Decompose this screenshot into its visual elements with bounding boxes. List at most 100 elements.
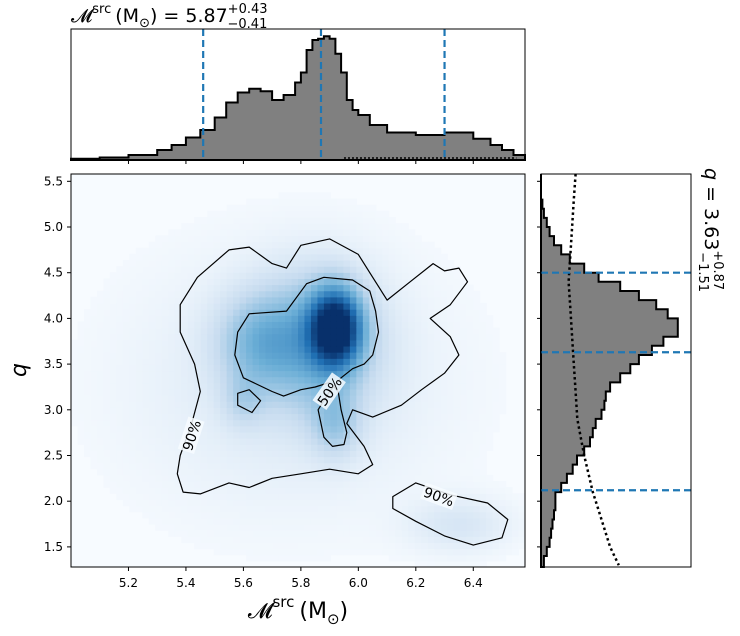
heatmap-cell bbox=[473, 339, 481, 347]
heatmap-cell bbox=[434, 468, 442, 476]
heatmap-cell bbox=[207, 413, 215, 421]
heatmap-cell bbox=[362, 339, 370, 347]
heatmap-cell bbox=[401, 407, 409, 415]
heatmap-cell bbox=[473, 376, 481, 384]
heatmap-cell bbox=[200, 481, 208, 488]
heatmap-cell bbox=[486, 345, 494, 353]
heatmap-cell bbox=[421, 315, 429, 322]
heatmap-cell bbox=[291, 229, 299, 237]
heatmap-cell bbox=[492, 407, 500, 415]
heatmap-cell bbox=[512, 524, 520, 531]
heatmap-cell bbox=[194, 401, 202, 408]
heatmap-cell bbox=[272, 358, 280, 365]
heatmap-cell bbox=[298, 198, 306, 206]
heatmap-cell bbox=[362, 548, 370, 556]
heatmap-cell bbox=[349, 536, 357, 544]
heatmap-cell bbox=[427, 505, 435, 513]
heatmap-cell bbox=[375, 272, 383, 279]
heatmap-cell bbox=[181, 370, 189, 378]
heatmap-cell bbox=[479, 431, 487, 439]
heatmap-cell bbox=[310, 210, 319, 218]
heatmap-cell bbox=[310, 407, 319, 415]
heatmap-cell bbox=[395, 382, 403, 390]
heatmap-cell bbox=[369, 401, 377, 408]
heatmap-cell bbox=[310, 278, 319, 286]
heatmap-cell bbox=[466, 554, 474, 562]
heatmap-cell bbox=[408, 376, 416, 384]
heatmap-cell bbox=[90, 352, 98, 359]
heatmap-cell bbox=[304, 315, 312, 322]
heatmap-cell bbox=[317, 505, 325, 513]
heatmap-cell bbox=[336, 438, 344, 445]
heatmap-cell bbox=[239, 413, 247, 421]
heatmap-cell bbox=[395, 345, 403, 353]
x-axis-label: 𝓜src (M⊙) bbox=[248, 593, 348, 628]
heatmap-cell bbox=[135, 333, 143, 341]
heatmap-cell bbox=[116, 493, 124, 501]
heatmap-cell bbox=[486, 407, 494, 415]
heatmap-cell bbox=[135, 382, 143, 390]
heatmap-cell bbox=[272, 419, 280, 427]
heatmap-cell bbox=[174, 388, 182, 396]
heatmap-cell bbox=[375, 321, 383, 329]
heatmap-cell bbox=[460, 530, 468, 537]
heatmap-cell bbox=[298, 345, 306, 353]
heatmap-cell bbox=[408, 333, 416, 341]
heatmap-cell bbox=[220, 395, 228, 402]
heatmap-cell bbox=[109, 352, 117, 359]
heatmap-cell bbox=[453, 407, 461, 415]
heatmap-cell bbox=[278, 321, 286, 329]
heatmap-cell bbox=[278, 272, 286, 279]
heatmap-cell bbox=[226, 407, 234, 415]
heatmap-cell bbox=[330, 241, 338, 249]
heatmap-cell bbox=[129, 382, 137, 390]
heatmap-cell bbox=[395, 530, 403, 537]
heatmap-cell bbox=[90, 395, 98, 402]
heatmap-cell bbox=[200, 450, 208, 458]
heatmap-cell bbox=[291, 241, 299, 249]
heatmap-cell bbox=[233, 530, 241, 537]
heatmap-cell bbox=[265, 425, 273, 433]
heatmap-cell bbox=[382, 333, 390, 341]
heatmap-cell bbox=[174, 358, 182, 365]
heatmap-cell bbox=[259, 241, 267, 249]
heatmap-cell bbox=[233, 259, 241, 267]
heatmap-cell bbox=[382, 235, 390, 243]
heatmap-cell bbox=[382, 536, 390, 544]
heatmap-cell bbox=[434, 517, 442, 525]
heatmap-cell bbox=[207, 223, 215, 230]
heatmap-cell bbox=[233, 284, 241, 292]
heatmap-cell bbox=[298, 468, 306, 476]
heatmap-cell bbox=[259, 302, 267, 310]
heatmap-cell bbox=[155, 456, 163, 464]
heatmap-cell bbox=[466, 517, 474, 525]
heatmap-cell bbox=[148, 450, 156, 458]
heatmap-cell bbox=[317, 376, 325, 384]
heatmap-cell bbox=[265, 204, 273, 212]
heatmap-cell bbox=[109, 487, 117, 494]
heatmap-cell bbox=[278, 419, 286, 427]
heatmap-cell bbox=[434, 530, 442, 537]
heatmap-cell bbox=[77, 364, 85, 372]
heatmap-cell bbox=[304, 333, 312, 341]
heatmap-cell bbox=[168, 358, 176, 365]
heatmap-cell bbox=[252, 210, 260, 218]
heatmap-cell bbox=[265, 548, 273, 556]
heatmap-cell bbox=[200, 493, 208, 501]
heatmap-cell bbox=[200, 438, 208, 445]
heatmap-cell bbox=[447, 474, 455, 482]
heatmap-cell bbox=[304, 431, 312, 439]
heatmap-cell bbox=[349, 548, 357, 556]
heatmap-cell bbox=[298, 554, 306, 562]
heatmap-cell bbox=[356, 223, 364, 230]
heatmap-cell bbox=[369, 345, 377, 353]
heatmap-cell bbox=[453, 542, 461, 550]
heatmap-cell bbox=[122, 259, 130, 267]
heatmap-cell bbox=[343, 223, 351, 230]
heatmap-cell bbox=[388, 395, 396, 402]
heatmap-cell bbox=[310, 345, 319, 353]
heatmap-cell bbox=[349, 438, 357, 445]
heatmap-cell bbox=[401, 419, 409, 427]
heatmap-cell bbox=[512, 505, 520, 513]
heatmap-cell bbox=[518, 493, 525, 501]
